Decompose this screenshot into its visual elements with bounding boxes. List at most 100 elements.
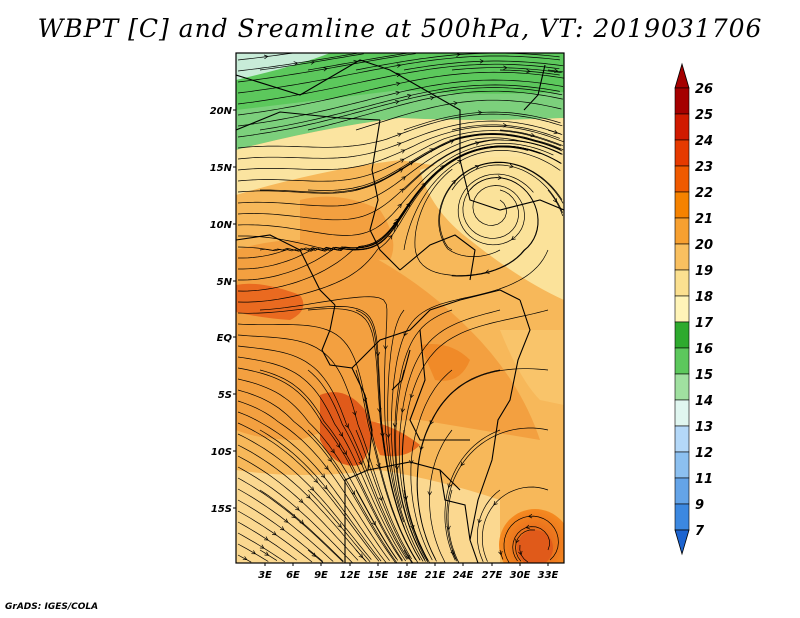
wbpt-field — [236, 53, 564, 563]
streamline-arrow — [447, 483, 452, 489]
streamline-arrow — [405, 554, 410, 560]
colorbar-label: 26 — [695, 82, 713, 97]
streamline-arrow — [530, 132, 536, 138]
streamline-arrow — [395, 81, 401, 87]
colorbar-swatch — [674, 139, 690, 167]
lon-label-3e: 3E — [258, 570, 272, 581]
lat-label-10n: 10N — [210, 220, 233, 231]
colorbar-label: 16 — [695, 342, 713, 357]
streamline-arrow — [280, 526, 285, 531]
streamline-arrow — [399, 158, 405, 163]
colorbar-swatch — [674, 425, 690, 453]
streamline-arrow — [291, 513, 296, 519]
colorbar-swatch — [674, 477, 690, 505]
colorbar-label: 25 — [695, 108, 713, 123]
streamline — [237, 554, 252, 563]
streamline-arrow — [526, 69, 531, 74]
streamline — [237, 323, 418, 563]
streamline-arrow — [330, 448, 335, 454]
streamline — [355, 53, 560, 71]
streamline-arrow — [477, 110, 483, 115]
streamline-arrow — [474, 165, 480, 170]
streamline-arrow — [396, 63, 402, 68]
streamline — [237, 367, 403, 562]
streamline-arrow — [378, 496, 383, 502]
streamline — [237, 411, 387, 563]
streamline — [237, 126, 564, 171]
lon-label-21e: 21E — [425, 570, 446, 581]
colorbar: 26 25 24 23 22 21 20 19 18 17 16 15 14 13 12 11 9 7 — [674, 62, 714, 556]
streamline-arrow — [503, 65, 508, 71]
colorbar-swatch — [674, 165, 690, 193]
streamline — [503, 515, 559, 563]
streamline-arrow — [515, 538, 520, 544]
streamline — [403, 549, 413, 563]
streamline-arrow — [298, 498, 304, 504]
colorbar-swatch — [674, 321, 690, 349]
lat-label-5s: 5S — [218, 390, 232, 401]
streamline-arrow — [407, 93, 412, 99]
streamline-arrow — [427, 491, 433, 496]
streamline-arrow — [352, 411, 357, 416]
colorbar-swatch — [674, 243, 690, 271]
streamline-arrow — [511, 235, 516, 241]
streamline — [547, 129, 563, 136]
streamline-arrow — [313, 478, 319, 483]
streamline-arrow — [453, 101, 459, 106]
streamline-arrow — [386, 433, 391, 439]
streamlines — [237, 53, 564, 563]
streamline-arrow — [394, 99, 400, 105]
grads-credit: GrADS: IGES/COLA — [5, 602, 99, 612]
streamline-arrow — [554, 68, 559, 74]
streamline-arrow — [377, 408, 382, 413]
streamline — [237, 130, 562, 182]
lat-label-15n: 15N — [210, 163, 233, 174]
colorbar-swatch — [674, 269, 690, 297]
streamline — [237, 137, 563, 207]
streamline-arrow — [380, 432, 385, 438]
streamline — [439, 162, 564, 251]
streamline-arrow — [451, 179, 456, 185]
streamline-arrow — [399, 188, 405, 193]
streamline-arrow — [552, 198, 557, 203]
streamline-arrow — [310, 60, 316, 65]
streamline-arrow — [388, 234, 393, 240]
colorbar-swatch — [674, 217, 690, 245]
streamline-arrow — [272, 531, 277, 536]
lon-label-24e: 24E — [453, 570, 474, 581]
streamline-arrow — [397, 203, 402, 209]
streamline-arrow — [527, 513, 533, 519]
streamline-arrow — [419, 445, 424, 451]
streamline-arrow — [479, 59, 485, 64]
streamline-arrow — [259, 544, 265, 549]
country-borders — [236, 59, 564, 563]
streamline-arrow — [337, 523, 342, 528]
streamline-arrow — [409, 393, 414, 399]
longitude-axis: 3E 6E 9E 12E 15E 18E 21E 24E 27E 30E 33E — [258, 563, 559, 581]
streamline-arrow — [323, 485, 328, 490]
streamline — [259, 53, 364, 71]
lat-label-20n: 20N — [210, 106, 233, 117]
streamline-arrow — [358, 553, 364, 559]
colorbar-label: 23 — [695, 160, 713, 175]
lat-label-10s: 10S — [211, 447, 232, 458]
streamline-arrow — [449, 139, 455, 144]
streamline-arrow — [344, 423, 349, 429]
lon-label-12e: 12E — [340, 570, 361, 581]
colorbar-label: 24 — [695, 134, 713, 149]
streamline — [237, 345, 409, 560]
streamline — [307, 489, 371, 563]
streamline-arrow — [457, 160, 462, 164]
colorbar-label: 19 — [695, 264, 713, 279]
streamline — [403, 489, 429, 561]
lat-label-5n: 5N — [217, 277, 233, 288]
streamline — [237, 433, 372, 560]
streamline — [403, 150, 561, 251]
colorbar-label: 21 — [695, 212, 713, 227]
streamline-arrow — [429, 420, 434, 425]
streamline-arrow — [502, 123, 508, 128]
streamline — [237, 499, 324, 562]
streamline — [355, 309, 421, 561]
streamline-arrow — [351, 490, 356, 496]
streamline-arrow — [440, 165, 445, 170]
